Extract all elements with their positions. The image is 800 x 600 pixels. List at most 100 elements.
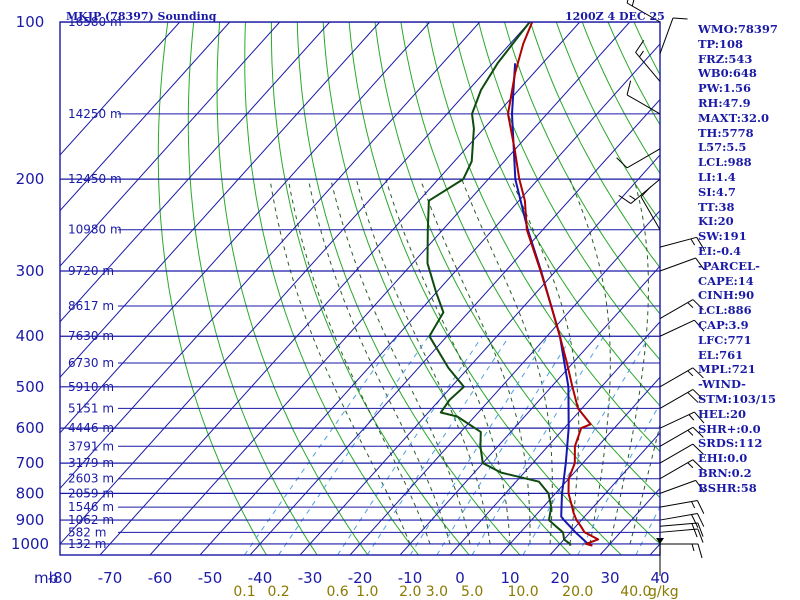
temperature-tick-label: 20: [550, 569, 569, 587]
isotherm: [299, 154, 660, 555]
wind-barb-staff: [626, 94, 661, 115]
isotherm: [499, 376, 660, 555]
temperature-tick-label: 40: [650, 569, 669, 587]
sounding-index: CAP:3.9: [698, 317, 749, 332]
wind-barb-staff: [659, 236, 697, 248]
temperature-tick-label: -40: [248, 569, 273, 587]
wind-barb: [626, 0, 661, 23]
wind-barb-half-flag: [688, 414, 695, 421]
isotherm: [99, 22, 581, 555]
wind-barb-full-flag: [635, 40, 645, 53]
sounding-index: STM:103/15: [698, 391, 777, 406]
sounding-index: TP:108: [698, 36, 744, 51]
wind-barb-half-flag: [690, 238, 696, 246]
isotherm: [149, 22, 631, 555]
wind-barb: [616, 148, 661, 169]
wind-barb-staff: [659, 528, 698, 533]
wind-barb-half-flag: [691, 543, 695, 552]
station-title: MKJP (78397) Sounding: [66, 10, 217, 23]
wind-barb-staff: [659, 443, 694, 464]
dry-adiabat: [157, 22, 267, 555]
sounding-index: LFC:771: [698, 332, 752, 347]
dry-adiabat: [478, 22, 660, 361]
pressure-tick-label: 1000: [11, 535, 49, 553]
temperature-tick-label: -60: [148, 569, 173, 587]
wind-barb-staff: [626, 2, 661, 23]
mixing-ratio-line: [409, 335, 549, 555]
wind-barb-staff: [626, 148, 661, 169]
sounding-index: SHR+:0.0: [698, 421, 761, 436]
height-label: 582 m: [68, 525, 106, 539]
temperature-tick-label: 30: [600, 569, 619, 587]
wind-barb-half-flag: [691, 501, 696, 509]
wind-barb-full-flag: [697, 522, 704, 537]
dry-adiabat: [504, 22, 660, 315]
wind-barb-full-flag: [626, 0, 629, 4]
sounding-index: EL:761: [698, 347, 744, 362]
wind-barb-staff: [635, 52, 661, 82]
mixing-ratio-label: 0.6: [326, 584, 348, 600]
height-label: 132 m: [68, 537, 106, 551]
sounding-index: EHI:0.0: [698, 451, 748, 466]
sounding-index: BSHR:58: [698, 480, 757, 495]
wind-barb: [659, 500, 705, 514]
wind-barb-full-flag: [697, 528, 704, 543]
isotherm: [249, 98, 660, 555]
isotherm: [60, 22, 281, 267]
wind-barb-full-flag: [692, 426, 704, 438]
wind-barb: [659, 426, 704, 447]
isotherm: [60, 22, 331, 323]
temperature-tick-label: 0: [455, 569, 465, 587]
moist-adiabat: [287, 179, 431, 545]
pressure-tick-label: 600: [16, 419, 45, 437]
wind-barb-full-flag: [696, 237, 705, 251]
wind-barb: [626, 80, 661, 115]
wind-barb-half-flag: [687, 429, 694, 436]
sounding-index: FRZ:543: [698, 51, 753, 66]
height-label: 8617 m: [68, 299, 114, 313]
wind-barb-full-flag: [694, 319, 705, 332]
mixing-ratio-line: [471, 335, 605, 555]
wind-barb: [659, 17, 688, 54]
temperature-tick-label: -10: [398, 569, 423, 587]
wind-barb: [659, 236, 705, 251]
sounding-index: LI:1.4: [698, 169, 736, 184]
wind-barb-full-flag: [692, 367, 704, 379]
wind-barb-full-flag: [692, 459, 704, 471]
wind-barb-full-flag: [692, 299, 704, 311]
temperature-tick-label: -30: [298, 569, 323, 587]
mixing-ratio-line: [244, 335, 398, 555]
height-label: 1546 m: [68, 500, 114, 514]
sounding-index: MAXT:32.0: [698, 110, 769, 125]
wind-barb-half-flag: [639, 50, 644, 58]
parcel-trace: [511, 63, 589, 545]
wind-barb-staff: [659, 522, 698, 527]
height-label: 14250 m: [68, 107, 122, 121]
wind-barb-half-flag: [629, 195, 636, 201]
mixing-ratio-label: 20.0: [562, 584, 593, 600]
wind-barb-staff: [640, 196, 661, 230]
dry-adiabat: [296, 22, 521, 555]
wind-barb-staff: [659, 426, 694, 447]
time-title: 1200Z 4 DEC 25: [565, 10, 665, 23]
pressure-tick-label: 700: [16, 454, 45, 472]
wind-barb-full-flag: [696, 500, 705, 514]
temperature-trace: [507, 22, 600, 547]
wind-barb-staff: [659, 17, 674, 54]
sounding-index: CAPE:14: [698, 273, 754, 288]
wind-barb-full-flag: [672, 17, 688, 20]
sounding-index: -PARCEL-: [698, 258, 760, 273]
height-label: 3791 m: [68, 439, 114, 453]
surface-marker: [656, 537, 664, 544]
pressure-tick-label: 100: [16, 13, 45, 31]
height-label: 2059 m: [68, 486, 114, 500]
wind-barb-full-flag: [692, 389, 704, 400]
height-label: 5151 m: [68, 401, 114, 415]
pressure-tick-label: 900: [16, 511, 45, 529]
temperature-tick-label: -80: [48, 569, 73, 587]
wind-barb-staff: [659, 459, 694, 480]
sounding-index: L57:5.5: [698, 140, 747, 155]
wind-barb: [659, 522, 704, 538]
wind-barb-full-flag: [697, 543, 703, 559]
wind-barb-full-flag: [695, 480, 705, 493]
